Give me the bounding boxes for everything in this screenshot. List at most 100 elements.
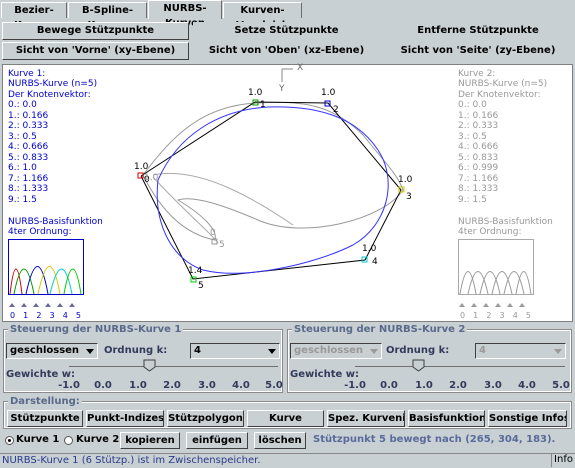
tab-nurbs[interactable]: NURBS-Kurven [148, 0, 222, 29]
curve2-inner [152, 173, 294, 244]
info-button[interactable]: Info [551, 453, 575, 467]
show-indices-button[interactable]: Punkt-Indizes [86, 410, 164, 427]
tab-bspline[interactable]: B-Spline-Kurven [68, 2, 147, 31]
point2-weight: 1.0 [321, 88, 336, 98]
grey-point-5 [211, 238, 218, 245]
curve2-path [142, 101, 404, 241]
knot-entry: 2.: 0.333 [458, 121, 499, 131]
view-front-button[interactable]: Sicht von 'Vorne' (xy-Ebene) [2, 42, 189, 60]
knot-entry: 8.: 1.333 [8, 184, 49, 194]
view-side-button[interactable]: Sicht von 'Seite' (zy-Ebene) [384, 42, 572, 60]
weight-slider-1-thumb[interactable] [143, 359, 157, 372]
knot-entry: 1.: 0.166 [458, 110, 499, 121]
control-point-4 [361, 256, 368, 263]
order-select-1[interactable]: 4 [190, 343, 280, 359]
chevron-down-icon [370, 349, 378, 354]
curve1-radio-label[interactable]: Kurve 1 [16, 434, 60, 445]
basis-ticks-1: 0 1 2 3 4 5 [10, 311, 82, 320]
weight-tick: 3.0 [484, 380, 502, 391]
order-select-1-value: 4 [194, 345, 201, 356]
curve1-title: Kurve 1: [8, 69, 46, 79]
set-points-button[interactable]: Setze Stützpunkte [193, 22, 380, 40]
point3-index: 3 [406, 192, 412, 202]
show-other-info-button[interactable]: Sonstige Infos [488, 410, 567, 427]
weight-label-1: Gewichte w: [6, 369, 75, 380]
delete-button[interactable]: löschen [254, 432, 306, 449]
status-bar: NURBS-Kurve 1 (6 Stützp.) ist im Zwische… [0, 453, 575, 468]
show-curve-info-button[interactable]: Spez. Kurveninfos [327, 410, 405, 427]
weight-slider-2-thumb[interactable] [412, 359, 426, 372]
knot-entry: 0.: 0.0 [8, 100, 37, 110]
curve2-radio-label[interactable]: Kurve 2 [76, 434, 120, 445]
curve1-knot-list: 0.: 0.0 1.: 0.166 2.: 0.333 3.: 0.5 4.: … [8, 100, 48, 205]
knot-entry: 0.: 0.0 [458, 100, 487, 110]
curve1-path [156, 106, 389, 274]
knot-entry: 8.: 1.333 [458, 184, 499, 194]
tab-bar: Bezier-Kurven B-Spline-Kurven NURBS-Kurv… [0, 0, 575, 31]
status-message: Stützpunkt 5 bewegt nach (265, 304, 183)… [313, 434, 556, 445]
knot-entry: 3.: 0.5 [458, 131, 487, 142]
weight-tick: 5.0 [265, 380, 283, 391]
axis-marker [281, 68, 293, 82]
drawing-canvas[interactable]: Kurve 1: NURBS-Kurve (n=5) Der Knotenvek… [2, 63, 573, 322]
curve2-basis-order: 4ter Ordnung: [458, 227, 522, 237]
order-select-2-value: 4 [479, 345, 486, 356]
control-panel-2-title: Steuerung der NURBS-Kurve 2 [292, 324, 468, 335]
show-curve-button[interactable]: Kurve [247, 410, 324, 427]
basis-plot-2 [458, 239, 534, 307]
control-panel-1-title: Steuerung der NURBS-Kurve 1 [8, 324, 184, 335]
knot-entry: 7.: 1.166 [458, 173, 499, 184]
curve1-basis-order: 4ter Ordnung: [8, 227, 72, 237]
order-select-2[interactable]: 4 [475, 343, 566, 359]
curve2-basis-title: NURBS-Basisfunktion [458, 217, 553, 227]
curve2-radio[interactable] [64, 436, 73, 445]
control-point-2 [324, 100, 331, 107]
point2-index: 2 [333, 105, 339, 115]
grey-point0-weight: 1.0 [144, 173, 159, 183]
display-panel-title: Darstellung: [8, 396, 82, 407]
paste-button[interactable]: einfügen [186, 432, 248, 449]
curve1-subtitle: NURBS-Kurve (n=5) [8, 79, 98, 89]
tab-bezier[interactable]: Bezier-Kurven [1, 2, 67, 31]
move-points-button[interactable]: Bewege Stützpunkte [2, 22, 189, 40]
curve-drawing [137, 68, 405, 283]
control-polygon [140, 101, 402, 280]
closed-select-2[interactable]: geschlossen [290, 343, 382, 359]
control-point-3 [398, 186, 405, 193]
knot-entry: 1.: 0.166 [8, 110, 49, 121]
basis-ticks-2: 0 1 2 3 4 5 [460, 311, 532, 320]
weight-tick: 2.0 [163, 380, 181, 391]
copy-button[interactable]: kopieren [120, 432, 180, 449]
weight-tick: 1.0 [129, 380, 147, 391]
weight-tick: 2.0 [449, 380, 467, 391]
closed-select-1[interactable]: geschlossen [6, 343, 98, 359]
status-text: NURBS-Kurve 1 (6 Stützp.) ist im Zwische… [2, 455, 261, 466]
grey-point5-weight: 0 [210, 228, 216, 238]
curve1-radio[interactable] [5, 436, 14, 445]
knot-entry: 6.: 0.999 [458, 163, 499, 173]
control-point-5 [190, 276, 197, 283]
show-points-button[interactable]: Stützpunkte [7, 410, 83, 427]
point3-weight: 1.0 [398, 175, 413, 185]
weight-tick: -1.0 [344, 380, 366, 391]
weight-tick: 3.0 [198, 380, 216, 391]
control-point-0 [137, 172, 144, 179]
basis-plot-1 [8, 239, 84, 307]
show-polygon-button[interactable]: Stützpolygon [167, 410, 244, 427]
view-top-button[interactable]: Sicht von 'Oben' (xz-Ebene) [193, 42, 380, 60]
knot-entry: 9.: 1.5 [8, 194, 37, 205]
curve2-knot-title: Der Knotenvektor: [458, 90, 541, 100]
weight-tick: 0.0 [94, 380, 112, 391]
knot-entry: 9.: 1.5 [458, 194, 487, 205]
knot-entry: 7.: 1.166 [8, 173, 49, 184]
remove-points-button[interactable]: Entferne Stützpunkte [384, 22, 572, 40]
tab-vergleich[interactable]: Kurven-Vergleich [223, 2, 302, 31]
weight-slider-1-track[interactable] [69, 366, 278, 367]
show-basis-button[interactable]: Basisfunktion [408, 410, 485, 427]
weight-slider-2-track[interactable] [355, 366, 565, 367]
chevron-down-icon [268, 349, 276, 354]
point5-weight: 1.4 [188, 266, 203, 276]
point1-weight: 1.0 [248, 88, 263, 98]
knot-entry: 4.: 0.666 [458, 142, 499, 152]
knot-entry: 6.: 1.0 [8, 163, 37, 173]
